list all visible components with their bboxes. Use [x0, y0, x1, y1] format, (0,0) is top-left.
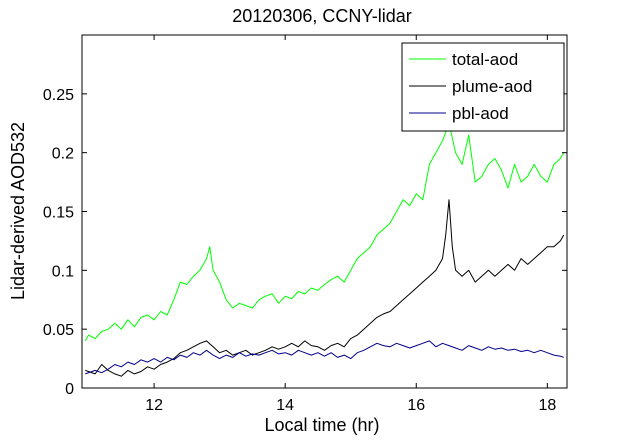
x-axis-label: Local time (hr)	[264, 415, 379, 435]
legend-box	[401, 42, 565, 132]
y-tick-label: 0.2	[52, 146, 74, 163]
series-line-total-aod	[84, 122, 565, 342]
chart-title: 20120306, CCNY-lidar	[232, 6, 411, 26]
legend: total-aod plume-aod pbl-aod	[401, 42, 565, 132]
series-line-pbl-aod	[85, 340, 564, 375]
x-tick-label: 14	[276, 397, 294, 414]
x-tick-label: 12	[145, 397, 163, 414]
y-tick-label: 0.25	[43, 87, 74, 104]
legend-label-plume-aod: plume-aod	[452, 77, 532, 96]
y-tick-label: 0.05	[43, 322, 74, 339]
x-tick-label: 18	[538, 397, 556, 414]
y-tick-label: 0.15	[43, 205, 74, 222]
series-line-plume-aod	[85, 199, 565, 377]
legend-label-pbl-aod: pbl-aod	[452, 104, 509, 123]
x-tick-label: 16	[407, 397, 425, 414]
legend-items: total-aod plume-aod pbl-aod	[409, 50, 532, 123]
series-layer	[84, 122, 565, 377]
y-tick-label: 0	[65, 381, 74, 398]
tick-layer: 12 14 16 18 0 0.05 0.1 0.15 0.2 0.25	[43, 35, 567, 414]
legend-label-total-aod: total-aod	[452, 50, 518, 69]
y-tick-label: 0.1	[52, 263, 74, 280]
y-axis-label: Lidar-derived AOD532	[8, 122, 28, 300]
